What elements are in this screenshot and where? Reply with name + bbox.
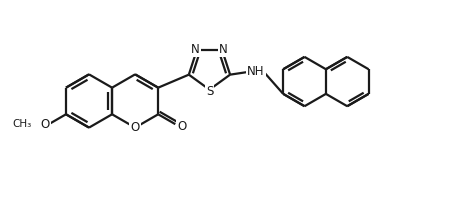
Text: O: O	[130, 121, 139, 134]
Text: N: N	[219, 43, 227, 56]
Text: S: S	[205, 85, 213, 98]
Text: O: O	[177, 120, 187, 133]
Text: CH₃: CH₃	[12, 119, 31, 129]
Text: N: N	[191, 43, 200, 56]
Text: O: O	[40, 118, 50, 131]
Text: NH: NH	[246, 65, 264, 78]
